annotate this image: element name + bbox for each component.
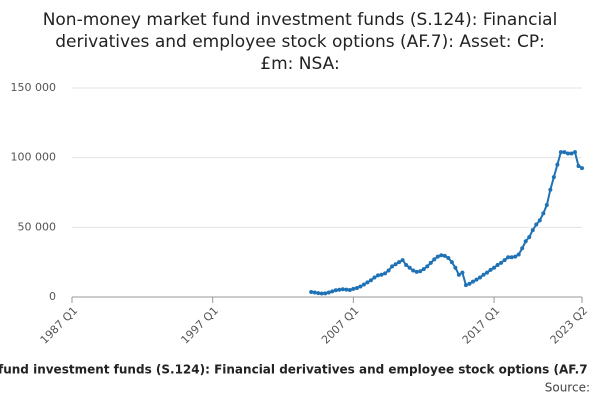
point [323,291,328,296]
point [453,265,458,270]
point [541,211,546,216]
x-tick-label: 1997 Q1 [178,304,221,347]
point [365,280,370,285]
point [470,279,475,284]
point [569,151,574,156]
point [312,290,317,295]
point [316,291,321,296]
y-tick-label: 0 [49,290,56,303]
point [439,253,444,258]
point [513,254,518,259]
point [358,284,363,289]
point [400,258,405,263]
point [544,203,549,208]
x-tick-label: 2023 Q2 [548,304,591,347]
point [502,258,507,263]
point [537,218,542,223]
point [326,290,331,295]
point [527,235,532,240]
point [516,252,521,257]
point [390,264,395,269]
point [481,272,486,277]
point [418,269,423,274]
point [376,273,380,278]
point [397,260,402,265]
x-tick-label: 2007 Q1 [319,304,362,347]
y-tick-label: 50 000 [18,220,57,233]
point [492,265,497,270]
point [344,287,349,292]
x-axis-label: fund investment funds (S.124): Financial… [0,363,588,377]
point [485,270,490,275]
point [548,187,553,192]
point [414,269,419,274]
x-tick-label: 2017 Q1 [460,304,503,347]
point [460,270,465,275]
point [530,228,535,233]
point [551,175,556,180]
point [520,246,525,251]
point [558,150,563,155]
chart-title: Non-money market fund investment funds (… [43,10,558,30]
point [449,260,454,265]
point [361,282,366,287]
point [428,260,433,265]
point [347,288,352,293]
point [351,286,356,291]
point [435,254,440,259]
point [442,253,447,258]
point [562,150,567,155]
point [523,239,528,244]
point [330,289,335,294]
point [368,278,373,283]
point [474,277,479,282]
point [425,264,430,269]
point [506,255,511,260]
point [379,272,384,277]
point [495,262,500,267]
point [565,151,570,156]
point [572,150,577,155]
point [555,162,560,167]
point [333,288,338,293]
chart-title: derivatives and employee stock options (… [55,32,545,52]
point [499,260,504,265]
point [354,285,359,290]
y-tick-label: 100 000 [11,151,57,164]
source: Source: [545,381,590,395]
point [404,262,409,267]
point [372,275,377,280]
point [534,222,539,227]
point [309,289,314,294]
point [463,283,468,288]
point [509,255,514,260]
point [580,166,584,171]
point [478,275,482,280]
x-tick-label: 1987 Q1 [38,304,81,347]
point [456,272,461,277]
point [411,268,416,273]
point [446,255,451,260]
point [337,287,342,292]
point [386,268,391,273]
point [421,267,426,272]
chart-title: £m: NSA: [260,54,339,74]
point [407,265,412,270]
series-line [311,150,583,295]
y-tick-label: 150 000 [11,81,57,94]
point [319,291,324,296]
point [576,164,581,169]
point [488,267,493,272]
point [383,271,388,276]
point [467,281,472,286]
point [340,287,345,292]
point [393,262,398,267]
point [432,257,437,262]
